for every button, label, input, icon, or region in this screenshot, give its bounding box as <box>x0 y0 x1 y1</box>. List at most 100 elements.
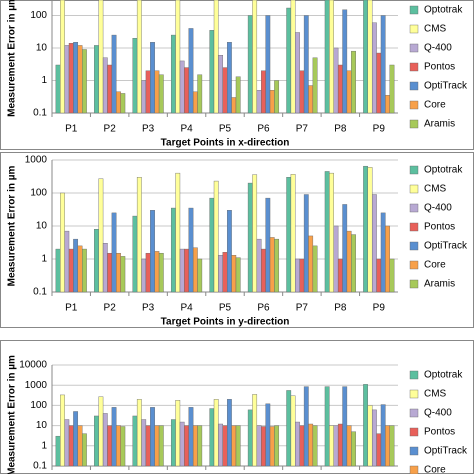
bar <box>179 421 185 467</box>
bar <box>299 70 305 114</box>
bar <box>295 32 300 114</box>
bar <box>154 70 160 114</box>
bar <box>102 413 108 467</box>
bar <box>265 197 271 293</box>
bar <box>371 194 377 293</box>
bar <box>192 425 198 467</box>
bar <box>132 38 138 114</box>
bar <box>376 258 382 293</box>
bar <box>385 425 390 467</box>
bar <box>68 248 74 293</box>
legend-label: Core <box>424 465 446 474</box>
x-tick-label: P4 <box>180 124 193 135</box>
bar <box>226 399 232 467</box>
y-axis-label: Measurement Error in µm <box>7 0 18 117</box>
bar <box>324 386 330 467</box>
bar <box>132 215 138 293</box>
legend-swatch <box>409 81 419 91</box>
bar <box>77 425 83 467</box>
bar <box>380 404 386 467</box>
bar <box>252 394 258 467</box>
bar <box>290 395 296 467</box>
x-tick-label: P7 <box>296 124 309 135</box>
bar <box>98 0 104 114</box>
bar <box>77 245 83 293</box>
bar <box>222 425 228 467</box>
x-tick-label: P8 <box>334 303 347 314</box>
bar <box>170 207 176 293</box>
bar <box>145 252 151 293</box>
bar <box>367 405 373 467</box>
y-tick-label: 1000 <box>25 380 48 391</box>
bar <box>333 425 339 467</box>
bar <box>367 167 373 293</box>
bar <box>197 258 203 293</box>
y-tick-label: 10 <box>36 420 48 431</box>
x-axis-label: Target Points in x-direction <box>161 138 290 149</box>
bar <box>188 407 194 467</box>
legend-swatch <box>409 446 419 456</box>
legend-label: Q-400 <box>424 43 452 54</box>
bar <box>231 97 237 114</box>
bar <box>73 411 79 467</box>
bar <box>256 425 262 467</box>
bar <box>136 177 142 293</box>
legend-label: Aramis <box>424 279 455 290</box>
x-tick-label: P3 <box>142 303 155 314</box>
bar <box>346 70 352 114</box>
bar <box>363 165 368 293</box>
bar <box>213 180 219 293</box>
bar <box>367 0 373 114</box>
panel-frame <box>0 152 474 328</box>
bar <box>68 425 74 467</box>
bar <box>175 0 181 114</box>
x-tick-label: P7 <box>296 303 309 314</box>
legend-label: OptiTrack <box>424 446 468 457</box>
bar <box>55 64 61 114</box>
bar <box>389 258 395 293</box>
y-tick-label: 100 <box>30 10 47 21</box>
legend-label: Q-400 <box>424 408 452 419</box>
bar <box>261 426 266 467</box>
legend-swatch <box>409 119 419 129</box>
bar <box>213 399 219 467</box>
bar <box>107 64 113 114</box>
bar <box>231 255 237 293</box>
legend-label: Pontos <box>424 222 455 233</box>
legend-swatch <box>409 62 419 72</box>
bar <box>312 57 318 114</box>
bar <box>346 230 352 293</box>
bar <box>346 425 352 467</box>
bar <box>94 415 99 467</box>
bar <box>333 47 339 114</box>
bar <box>218 255 224 293</box>
bar <box>252 174 258 293</box>
bar <box>192 91 198 114</box>
y-tick-label: 0.1 <box>33 287 47 298</box>
legend-label: Optotrak <box>424 165 463 176</box>
bar <box>385 95 390 114</box>
bar <box>73 238 79 293</box>
bar <box>120 256 126 293</box>
bar <box>102 243 108 293</box>
bar <box>342 386 348 467</box>
bar <box>376 433 382 467</box>
bar <box>170 419 176 467</box>
bar <box>274 80 280 114</box>
bar <box>299 258 305 293</box>
bar <box>132 415 138 467</box>
bar <box>308 235 314 293</box>
bar <box>235 257 241 293</box>
bar <box>82 248 87 293</box>
legend-swatch <box>409 5 419 15</box>
bar <box>380 15 386 114</box>
bar <box>351 234 356 293</box>
bar <box>154 251 160 293</box>
legend-label: Pontos <box>424 427 455 438</box>
bar <box>235 425 241 467</box>
legend-label: Aramis <box>424 119 455 130</box>
x-tick-label: P5 <box>219 303 232 314</box>
legend-label: Q-400 <box>424 203 452 214</box>
bar <box>235 76 241 114</box>
bar <box>55 248 61 293</box>
